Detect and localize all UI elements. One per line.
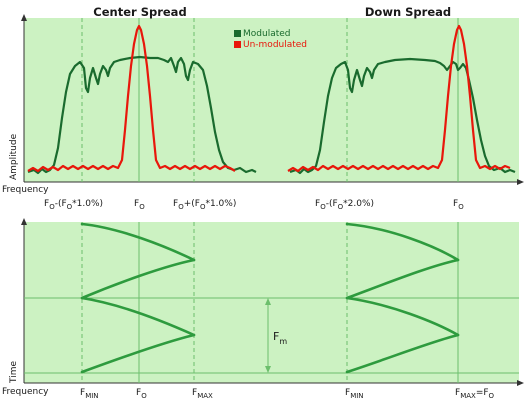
label-fo-center: FO xyxy=(134,199,145,211)
spectrum-panel xyxy=(24,18,519,182)
legend-label-unmodulated: Un-modulated xyxy=(243,40,307,50)
legend-swatch-unmodulated xyxy=(234,41,241,48)
label-fo-plus-1pct: FO+(FO*1.0%) xyxy=(173,199,236,211)
down-sweep-4 xyxy=(345,333,460,374)
down-spread-title: Down Spread xyxy=(365,5,451,19)
time-frequency-labels: FMIN FO FMAX FMIN FMAX=FO xyxy=(80,388,495,400)
label-fmax-center: FMAX xyxy=(192,388,213,400)
frequency-axis-top-arrow xyxy=(517,179,524,185)
fm-label: Fm xyxy=(273,330,287,346)
time-axis-arrow xyxy=(21,218,27,225)
amplitude-axis-arrow xyxy=(21,14,27,21)
frequency-sweeps xyxy=(80,222,460,374)
frequency-label-bottom: Frequency xyxy=(2,387,49,397)
center-spread-title: Center Spread xyxy=(93,5,186,19)
unmodulated-center-curve xyxy=(27,24,236,173)
down-sweep-2 xyxy=(345,258,460,300)
spectrum-guides xyxy=(81,18,459,182)
frequency-axis-bottom-arrow xyxy=(517,380,524,386)
frequency-label-top: Frequency xyxy=(2,185,49,195)
modulated-center-curve xyxy=(27,55,257,175)
fm-arrow-up xyxy=(265,298,271,305)
label-fmin-center: FMIN xyxy=(80,388,99,400)
label-fo-bottom: FO xyxy=(136,388,147,400)
fm-marker: Fm xyxy=(265,298,287,373)
legend-label-modulated: Modulated xyxy=(243,29,290,39)
center-sweep-3 xyxy=(80,296,196,337)
down-sweep-3 xyxy=(345,296,460,337)
time-label: Time xyxy=(9,361,19,384)
fm-arrow-down xyxy=(265,366,271,373)
time-panel xyxy=(24,222,519,383)
center-sweep-2 xyxy=(80,258,196,300)
unmodulated-down-curve xyxy=(287,24,511,173)
legend-swatch-modulated xyxy=(234,30,241,37)
spectrum-frequency-labels: FO-(FO*1.0%) FO FO+(FO*1.0%) FO-(FO*2.0%… xyxy=(44,199,464,211)
amplitude-label: Amplitude xyxy=(9,133,19,180)
legend: Modulated Un-modulated xyxy=(234,29,307,50)
unmodulated-spectra xyxy=(27,24,511,173)
modulated-down-curve xyxy=(289,57,516,175)
center-sweep-4 xyxy=(80,333,196,374)
label-fo-minus-2pct: FO-(FO*2.0%) xyxy=(315,199,374,211)
down-sweep-1 xyxy=(345,222,460,262)
label-fo-minus-1pct: FO-(FO*1.0%) xyxy=(44,199,103,211)
center-sweep-1 xyxy=(80,222,196,262)
label-fmin-down: FMIN xyxy=(345,388,364,400)
time-guides xyxy=(24,222,519,383)
modulated-spectra xyxy=(27,55,516,175)
label-fmax-eq-fo: FMAX=FO xyxy=(455,388,495,400)
label-fo-down: FO xyxy=(453,199,464,211)
